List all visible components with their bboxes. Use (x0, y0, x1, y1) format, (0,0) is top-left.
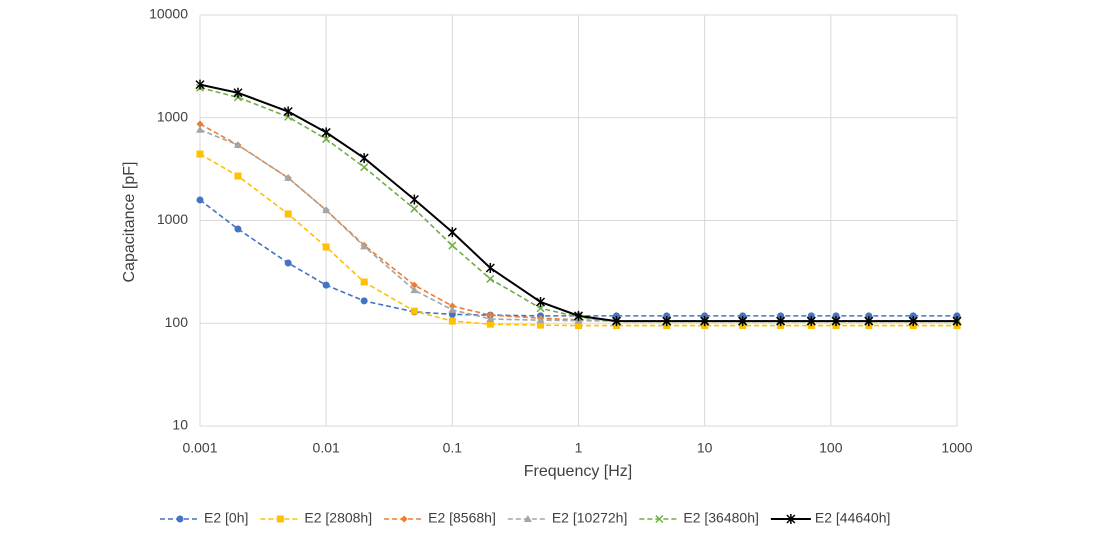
marker (908, 316, 918, 327)
marker (831, 316, 841, 327)
x-tick-label: 10 (697, 440, 713, 456)
legend: E2 [0h] E2 [2808h] E2 [8568h] E2 [10272h] E2… (160, 510, 890, 526)
marker (777, 312, 785, 320)
x-axis-title: Frequency [Hz] (524, 463, 632, 480)
legend-label: E2 [36480h] (683, 510, 759, 526)
marker (485, 262, 495, 273)
marker (806, 316, 816, 327)
marker (447, 227, 457, 238)
marker (234, 172, 242, 180)
marker (952, 316, 962, 327)
marker (536, 304, 545, 313)
x-tick-label: 1000 (941, 440, 972, 456)
marker (832, 312, 840, 320)
marker (537, 321, 545, 329)
marker (776, 316, 786, 327)
legend-label: E2 [8568h] (428, 510, 496, 526)
marker (535, 296, 546, 307)
x-tick-label: 1 (575, 440, 583, 456)
marker (322, 135, 331, 144)
legend-label: E2 [2808h] (304, 510, 372, 526)
marker (486, 314, 495, 322)
marker (536, 316, 545, 324)
marker (284, 210, 292, 218)
marker (276, 515, 284, 523)
marker (739, 312, 747, 320)
marker (410, 204, 419, 213)
marker (448, 305, 457, 313)
marker (283, 106, 293, 117)
marker (448, 241, 457, 250)
marker (611, 316, 622, 327)
series-line (199, 129, 957, 322)
x-tick-label: 0.01 (313, 440, 340, 456)
y-axis-title: Capacitance [pF] (121, 162, 138, 283)
marker (322, 281, 330, 289)
legend-label: E2 [44640h] (815, 510, 891, 526)
marker (284, 259, 292, 267)
marker (909, 312, 917, 320)
marker (360, 297, 368, 305)
marker (448, 317, 456, 325)
marker (360, 278, 368, 286)
marker (410, 307, 418, 315)
marker (176, 515, 184, 523)
marker (700, 316, 710, 327)
y-tick-label: 100 (165, 314, 189, 330)
marker (321, 127, 331, 138)
marker (234, 225, 242, 233)
marker (196, 196, 204, 204)
marker (233, 140, 242, 148)
marker (233, 87, 243, 98)
marker (738, 316, 748, 327)
marker (864, 316, 874, 327)
legend-label: E2 [0h] (204, 510, 248, 526)
y-tick-label: 1000 (157, 108, 188, 124)
marker (409, 194, 419, 205)
series-line (199, 153, 957, 327)
marker (573, 310, 584, 321)
marker (786, 514, 796, 524)
marker (196, 120, 204, 128)
marker (410, 286, 419, 294)
marker (486, 274, 495, 283)
series-line (199, 83, 957, 323)
series-line (199, 86, 957, 323)
series-line (199, 199, 957, 317)
marker (410, 281, 418, 289)
marker (360, 242, 369, 250)
marker (612, 312, 620, 320)
marker (196, 150, 204, 158)
marker (807, 312, 815, 320)
marker (663, 312, 671, 320)
x-tick-label: 0.1 (443, 440, 463, 456)
marker (575, 322, 582, 330)
marker (322, 243, 330, 251)
marker (523, 515, 532, 522)
marker (655, 514, 664, 524)
marker (284, 173, 293, 181)
legend-label: E2 [10272h] (552, 510, 628, 526)
marker (359, 153, 369, 164)
marker (195, 79, 205, 90)
y-tick-label: 10 (172, 417, 188, 433)
marker (196, 125, 204, 133)
marker (701, 312, 709, 320)
marker (953, 312, 961, 320)
marker (322, 206, 331, 214)
x-tick-label: 100 (819, 440, 843, 456)
x-tick-label: 0.001 (182, 440, 217, 456)
marker (360, 163, 369, 172)
marker (662, 316, 672, 327)
marker (486, 320, 494, 328)
marker (400, 515, 408, 523)
marker (865, 312, 873, 320)
y-tick-label: 10000 (149, 6, 188, 22)
y-tick-label: 1000 (157, 211, 188, 227)
